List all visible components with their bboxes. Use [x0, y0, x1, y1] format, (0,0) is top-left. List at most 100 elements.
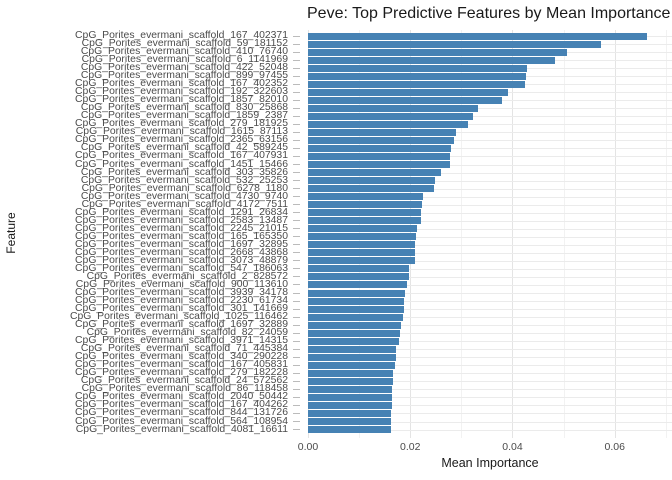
- importance-bar: [308, 72, 527, 80]
- gridline-horizontal: [308, 333, 672, 335]
- y-tick-mark: [293, 188, 300, 190]
- bar-track: [308, 418, 672, 426]
- importance-bar: [308, 112, 474, 120]
- feature-row: CpG_Porites_evermani_scaffold_1859_2387: [0, 111, 672, 121]
- importance-bar: [308, 313, 403, 321]
- gridline-horizontal: [308, 172, 672, 174]
- bar-track: [308, 337, 672, 345]
- y-tick-label: CpG_Porites_evermani_scaffold_2040_50442: [75, 391, 288, 403]
- bar-track: [308, 233, 672, 241]
- y-tick-label: CpG_Porites_evermani_scaffold_59_181152: [81, 38, 288, 50]
- importance-bar: [308, 281, 408, 289]
- bar-track: [308, 377, 672, 385]
- bar-track: [308, 297, 672, 305]
- bar-track: [308, 88, 672, 96]
- importance-bar: [308, 369, 394, 377]
- feature-row: CpG_Porites_evermani_scaffold_42_589245: [0, 142, 672, 154]
- y-tick-label: CpG_Porites_evermani_scaffold_1451_15466: [75, 158, 288, 170]
- y-tick-label: CpG_Porites_evermani_scaffold_1291_26834: [75, 206, 288, 218]
- y-tick-mark: [293, 421, 300, 423]
- bar-track: [308, 112, 672, 120]
- y-tick-mark: [293, 59, 300, 61]
- importance-bar: [308, 96, 503, 104]
- feature-row: CpG_Porites_evermani_scaffold_167_404262: [0, 399, 672, 411]
- x-tick-label: 0.06: [604, 441, 625, 453]
- importance-bar: [308, 185, 435, 193]
- bar-track: [308, 185, 672, 193]
- y-tick-mark: [293, 155, 300, 157]
- importance-bar: [308, 80, 526, 88]
- feature-row: CpG_Porites_evermani_scaffold_1025_11646…: [0, 311, 672, 322]
- y-tick-mark: [293, 252, 300, 254]
- feature-row: CpG_Porites_evermani_scaffold_547_186063: [0, 263, 672, 274]
- y-tick-label: CpG_Porites_evermani_scaffold_167_404262: [75, 399, 288, 411]
- importance-bar: [308, 305, 404, 313]
- gridline-horizontal: [308, 188, 672, 190]
- bar-track: [308, 217, 672, 225]
- gridline-horizontal: [308, 397, 672, 399]
- gridline-horizontal: [308, 413, 672, 415]
- gridline-horizontal: [308, 293, 672, 295]
- gridline-horizontal: [308, 381, 672, 383]
- importance-bar: [308, 40, 602, 48]
- y-tick-mark: [293, 131, 300, 133]
- y-tick-label: CpG_Porites_evermani_scaffold_2583_13487: [75, 214, 288, 226]
- bar-track: [308, 273, 672, 281]
- y-tick-mark: [293, 180, 300, 182]
- feature-row: CpG_Porites_evermani_scaffold_1697_32895: [0, 238, 672, 250]
- y-tick-label: CpG_Porites_evermani_scaffold_167_405831: [75, 359, 288, 371]
- feature-row: CpG_Porites_evermani_scaffold_2_828572: [0, 271, 672, 282]
- bar-track: [308, 426, 672, 434]
- bar-track: [308, 96, 672, 104]
- x-tick-label: 0.00: [297, 441, 319, 453]
- bar-track: [308, 257, 672, 265]
- y-tick-label: CpG_Porites_evermani_scaffold_1697_32895: [75, 238, 288, 250]
- bar-track: [308, 144, 672, 152]
- gridline-horizontal: [308, 132, 672, 134]
- gridline-horizontal: [308, 140, 672, 142]
- y-tick-label: CpG_Porites_evermani_scaffold_2365_63156: [75, 134, 288, 146]
- y-tick-mark: [293, 107, 300, 109]
- importance-bar: [308, 273, 409, 281]
- y-tick-mark: [293, 388, 300, 390]
- bar-track: [308, 152, 672, 160]
- feature-row: CpG_Porites_evermani_scaffold_167_402352: [0, 79, 672, 89]
- y-tick-label: CpG_Porites_evermani_scaffold_2245_21015: [75, 222, 288, 234]
- gridline-minor: [665, 30, 667, 438]
- feature-row: CpG_Porites_evermani_scaffold_86_118458: [0, 384, 672, 394]
- y-tick-label: CpG_Porites_evermani_scaffold_4081_16611: [75, 423, 288, 435]
- importance-bar: [308, 241, 416, 249]
- y-tick-label: CpG_Porites_evermani_scaffold_167_402371: [75, 30, 288, 42]
- y-tick-mark: [293, 260, 300, 262]
- y-tick-label: CpG_Porites_evermani_scaffold_165_165350: [75, 230, 288, 242]
- gridline-horizontal: [308, 236, 672, 238]
- gridline-horizontal: [308, 429, 672, 431]
- bar-track: [308, 169, 672, 177]
- y-tick-mark: [293, 396, 300, 398]
- importance-bar: [308, 353, 396, 361]
- importance-bar: [308, 104, 478, 112]
- feature-row: CpG_Porites_evermani_scaffold_2365_63156: [0, 134, 672, 146]
- gridline-horizontal: [308, 180, 672, 182]
- bar-track: [308, 80, 672, 88]
- bar-track: [308, 409, 672, 417]
- gridline-horizontal: [308, 116, 672, 118]
- bar-track: [308, 32, 672, 40]
- y-tick-label: CpG_Porites_evermani_scaffold_42_589245: [80, 142, 288, 154]
- y-tick-mark: [293, 268, 300, 270]
- importance-bar: [308, 297, 405, 305]
- gridline-horizontal: [308, 276, 672, 278]
- feature-row: CpG_Porites_evermani_scaffold_2583_13487: [0, 214, 672, 226]
- y-tick-label: CpG_Porites_evermani_scaffold_24_572562: [80, 375, 288, 387]
- bar-track: [308, 56, 672, 64]
- gridline-horizontal: [308, 124, 672, 126]
- feature-row: CpG_Porites_evermani_scaffold_899_97455: [0, 70, 672, 81]
- bar-track: [308, 241, 672, 249]
- importance-bar: [308, 385, 393, 393]
- importance-bar: [308, 426, 391, 434]
- feature-row: CpG_Porites_evermani_scaffold_279_181925: [0, 119, 672, 129]
- importance-bar: [308, 257, 415, 265]
- y-tick-mark: [293, 284, 300, 286]
- y-tick-label: CpG_Porites_evermani_scaffold_410_76740: [80, 46, 288, 58]
- feature-row: CpG_Porites_evermani_scaffold_532_25253: [0, 175, 672, 185]
